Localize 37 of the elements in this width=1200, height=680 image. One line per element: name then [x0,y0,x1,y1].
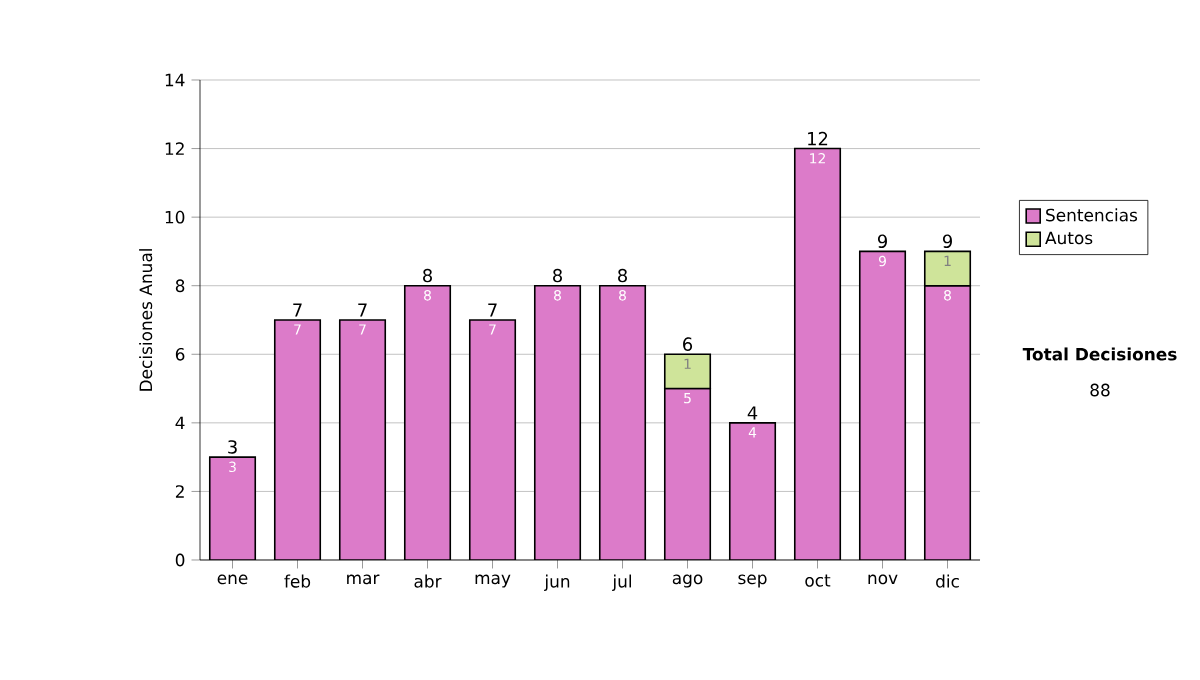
y-tick-label: 14 [165,73,185,87]
total-label: 8 [423,268,432,283]
y-tick-label: 4 [175,416,185,430]
total-label: 9 [942,234,952,249]
x-tick-label: nov [868,574,898,585]
x-tick-label: jul [612,574,632,591]
y-tick-label: 12 [165,142,184,155]
x-tick-label: oct [805,574,831,587]
y-axis-title: Decisiones Anual [139,249,153,391]
total-label: 8 [618,268,627,283]
x-tick-label: jun [544,574,570,591]
y-tick-label: 6 [175,347,185,361]
x-tick-label: mar [347,574,380,585]
y-tick-label: 0 [175,553,185,567]
total-label: 8 [553,268,562,283]
legend-label: Sentencias [1046,208,1138,222]
text: Total Decisiones [1022,347,1177,361]
total-label: 9 [877,234,887,249]
total-label: 7 [488,303,497,317]
legend-label: Autos [1045,231,1093,245]
x-tick-label: sep [738,574,767,588]
x-tick-label: ene [217,574,248,585]
total-label: 3 [228,440,237,454]
total-label: 12 [808,131,828,146]
x-tick-label: dic [936,574,959,588]
total-label: 6 [683,337,693,351]
x-tick-label: feb [284,574,311,588]
text: 88 [1090,383,1110,397]
x-tick-label: may [475,574,511,588]
total-label: 7 [293,303,302,317]
total-label: 7 [358,303,367,317]
total-label: 4 [747,406,758,420]
y-tick-label: 2 [175,485,184,498]
x-tick-label: ago [672,574,703,588]
y-tick-label: 10 [165,210,185,224]
y-tick-label: 8 [175,279,185,293]
x-tick-label: abr [414,574,442,588]
